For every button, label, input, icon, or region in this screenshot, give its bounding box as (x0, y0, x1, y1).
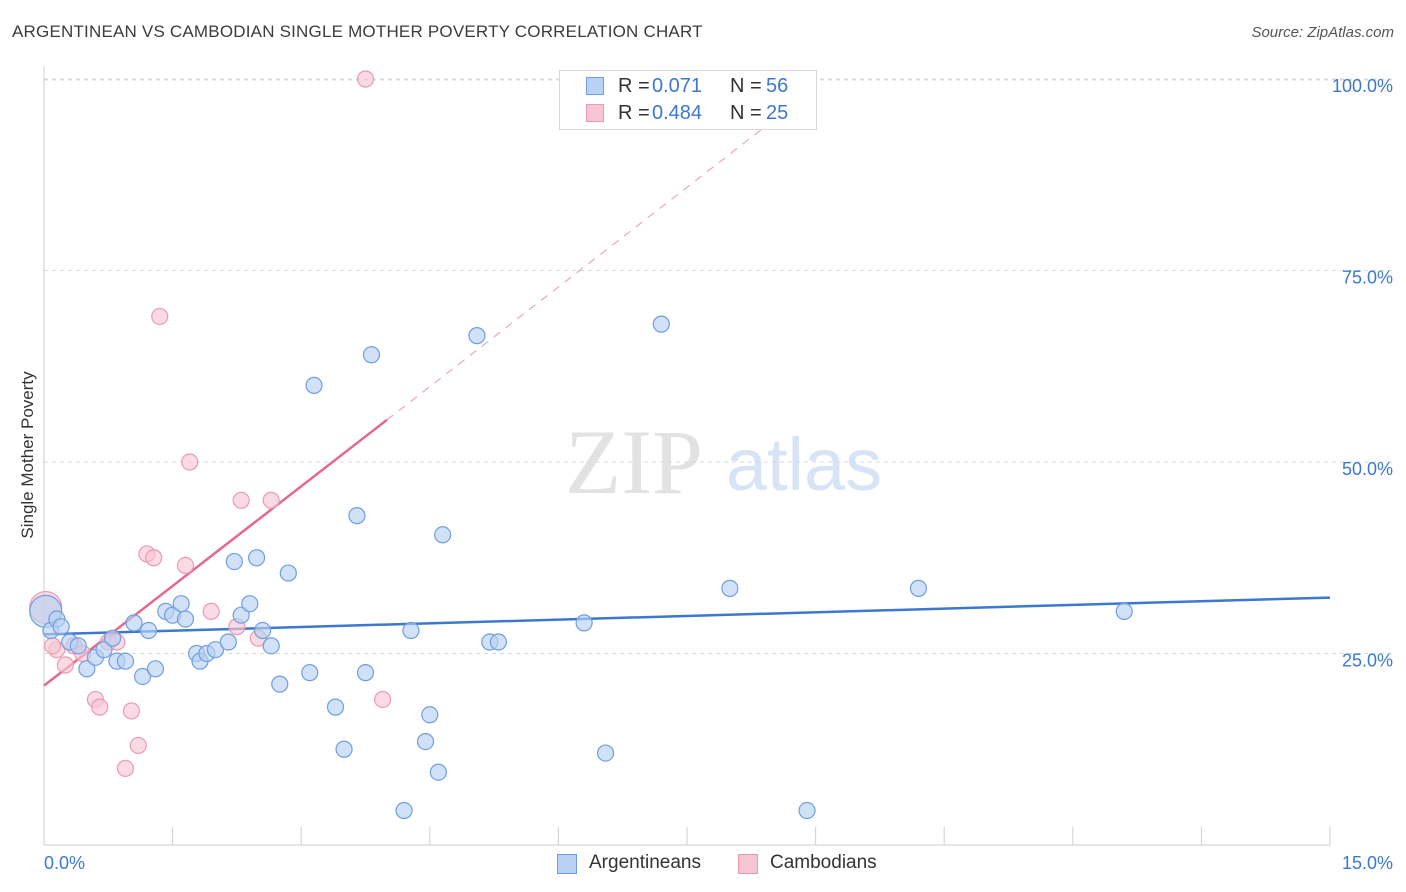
points-layer (29, 70, 1133, 820)
argentinean-point (909, 579, 928, 597)
cambodian-point (91, 698, 109, 716)
argentineans-legend-swatch (557, 854, 577, 874)
cambodian-point (43, 637, 62, 655)
argentinean-point (133, 667, 152, 686)
argentinean-point (596, 744, 615, 762)
argentinean-point (721, 579, 739, 597)
argentinean-point (402, 621, 420, 640)
cambodian-point (202, 602, 220, 620)
argentinean-point (139, 621, 158, 640)
r-value: 0.071 (652, 75, 703, 97)
argentinean-point (125, 614, 143, 632)
cambodian-point (145, 549, 163, 567)
source-label: Source: ZipAtlas.com (1251, 24, 1394, 41)
argentinean-point (78, 660, 96, 678)
cambodian-point (181, 453, 199, 471)
argentinean-point (254, 621, 272, 640)
x-tick-label: 0.0% (44, 853, 85, 873)
argentinean-point (262, 637, 280, 655)
argentinean-point (575, 614, 593, 632)
cambodian-point (356, 70, 375, 88)
argentinean-point (335, 740, 353, 758)
grid-layer (44, 78, 1392, 654)
legend-row-cambodians: R = 0.484 N = 25 (560, 100, 816, 128)
trend-layer (43, 87, 1331, 687)
argentinean-point (146, 660, 165, 678)
y-tick-label: 50.0% (1342, 459, 1393, 479)
argentinean-point (362, 346, 381, 364)
argentinean-point (219, 633, 237, 651)
argentinean-point (225, 552, 243, 571)
cambodians-swatch (586, 104, 604, 122)
argentinean-point (429, 763, 447, 781)
argentinean-point (395, 801, 413, 820)
cambodian-point (232, 491, 250, 509)
argentinean-point (95, 641, 113, 659)
argentinean-point (69, 637, 87, 655)
cambodian-point (176, 556, 195, 575)
cambodian-point (122, 702, 141, 720)
argentinean-point (271, 675, 289, 693)
argentinean-point (356, 664, 375, 682)
argentinean-point (326, 698, 345, 716)
argentinean-point (241, 595, 259, 613)
argentinean-point (248, 549, 266, 567)
argentinean-point (652, 315, 670, 333)
watermark-atlas: atlas (726, 423, 882, 506)
cambodian-point (56, 656, 75, 674)
y-tick-label: 75.0% (1342, 268, 1393, 288)
chart-title: ARGENTINEAN VS CAMBODIAN SINGLE MOTHER P… (12, 22, 703, 41)
argentinean-point (301, 664, 319, 682)
n-value: 25 (766, 102, 789, 124)
argentinean-point (1115, 602, 1133, 620)
argentinean-point (172, 595, 190, 613)
argentinean-point (232, 606, 250, 624)
x-tick-label: 15.0% (1342, 853, 1393, 873)
argentinean-point (52, 618, 70, 636)
cambodian-point (116, 759, 135, 778)
argentinean-point (103, 629, 122, 647)
legend-label: Cambodians (770, 852, 877, 873)
watermark-zip: ZIP (565, 411, 703, 513)
cambodian-point (151, 307, 169, 326)
axis-layer (43, 66, 1331, 846)
tick-label-layer: 25.0% 50.0% 75.0% 100.0% 0.0% 15.0% (44, 76, 1393, 873)
legend-row-argentineans: R = 0.071 N = 56 (560, 73, 816, 101)
argentinean-point (279, 564, 297, 582)
argentinean-point (421, 706, 439, 724)
correlation-legend: R = 0.071 N = 56 R = 0.484 N = 25 (559, 70, 817, 130)
argentinean-point (489, 633, 507, 651)
argentineans-swatch (586, 77, 604, 95)
argentinean-point (468, 327, 486, 345)
legend-label: Argentineans (589, 852, 701, 873)
argentinean-point (434, 526, 452, 544)
argentinean-point (348, 507, 366, 525)
cambodians-legend-swatch (738, 854, 758, 874)
argentinean-point (206, 641, 225, 659)
argentinean-point (116, 652, 135, 670)
cambodian-point (374, 690, 392, 709)
r-value: 0.484 (652, 102, 703, 124)
y-tick-label: 25.0% (1342, 651, 1393, 671)
cambodian-point (262, 491, 280, 509)
r-label: R = (618, 102, 650, 124)
argentinean-point (798, 801, 816, 820)
argentinean-point (305, 376, 323, 394)
cambodian-point (129, 736, 147, 755)
argentinean-point (176, 610, 195, 628)
r-label: R = (618, 75, 650, 97)
y-tick-label: 100.0% (1332, 76, 1393, 96)
argentinean-point (416, 732, 435, 751)
n-value: 56 (766, 75, 789, 97)
y-axis-label: Single Mother Poverty (18, 371, 37, 539)
n-label: N = (730, 75, 762, 97)
cambodian-trend-extension (386, 87, 816, 421)
n-label: N = (730, 102, 762, 124)
